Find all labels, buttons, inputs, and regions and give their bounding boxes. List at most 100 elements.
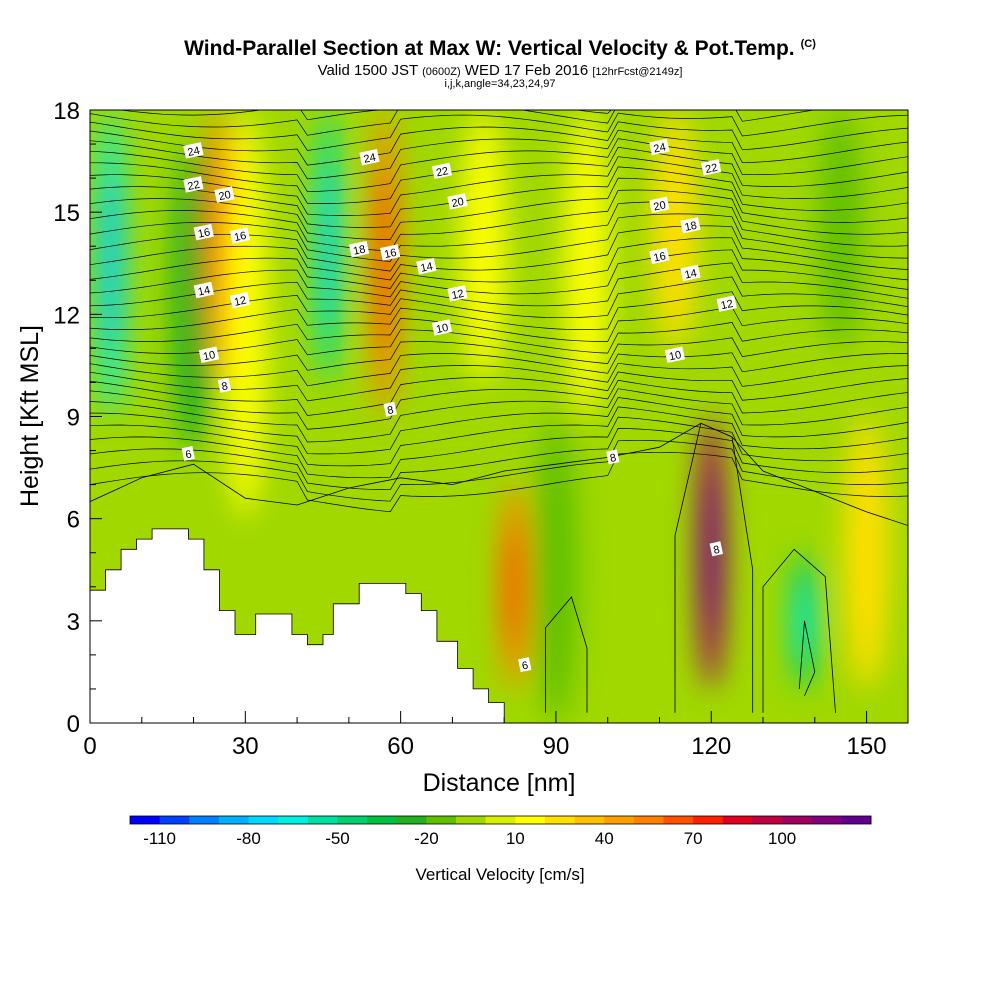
colorbar-swatch — [515, 816, 546, 824]
velocity-core — [213, 164, 226, 328]
contour-label: 8 — [709, 541, 724, 557]
contour-label: 8 — [383, 401, 397, 417]
contour-label: 22 — [701, 159, 722, 176]
velocity-core — [508, 525, 521, 649]
contour-label: 16 — [193, 223, 214, 241]
contour-label-text: 22 — [435, 165, 449, 179]
contour-label-text: 12 — [451, 288, 465, 302]
theta-contour — [90, 177, 908, 240]
contour-label-text: 16 — [652, 250, 666, 264]
theta-contour — [90, 352, 908, 387]
x-axis-label: Distance [nm] — [423, 769, 576, 797]
theta-contour — [90, 225, 908, 281]
velocity-cell — [223, 110, 268, 519]
valid-time: Valid 1500 JST — [317, 62, 418, 79]
theta-contour — [90, 103, 908, 104]
theta-contour — [90, 416, 908, 479]
theta-contour — [798, 620, 816, 696]
contour-label-text: 8 — [712, 544, 720, 557]
chart-subtitle: Valid 1500 JST (0600Z) WED 17 Feb 2016 [… — [0, 62, 1000, 79]
contour-label-text: 14 — [684, 267, 698, 281]
velocity-cell — [461, 110, 506, 383]
contour-label-text: 20 — [451, 196, 465, 210]
contour-label-text: 6 — [184, 448, 192, 461]
contour-label: 12 — [229, 291, 251, 309]
contour-label-bg — [701, 159, 722, 176]
contour-label-bg — [181, 446, 196, 462]
potential-temperature-contours — [90, 103, 908, 713]
contour-label: 18 — [680, 217, 701, 234]
contour-label: 12 — [716, 295, 737, 312]
contour-label-bg — [198, 346, 220, 363]
contour-label-text: 16 — [197, 226, 211, 240]
colorbar-swatch — [130, 816, 161, 824]
velocity-core — [104, 171, 118, 356]
colorbar-swatch — [278, 816, 309, 824]
colorbar-swatch — [574, 816, 605, 824]
theta-contour — [90, 371, 908, 416]
colorbar-swatch — [752, 816, 783, 824]
contour-label: 10 — [198, 346, 220, 363]
x-tick-label: 150 — [847, 733, 887, 760]
theta-contour — [90, 322, 908, 356]
contour-label-text: 20 — [218, 189, 232, 203]
x-axis: 0 30 60 90 120 150 — [83, 711, 887, 760]
x-tick-label: 90 — [543, 733, 570, 760]
contour-label-bg — [183, 142, 204, 159]
theta-contour — [90, 262, 908, 307]
contour-label-text: 22 — [704, 162, 718, 176]
contour-label-bg — [447, 193, 468, 210]
colorbar-swatch — [218, 816, 250, 824]
theta-contour — [90, 397, 908, 455]
contour-label-text: 20 — [652, 199, 666, 213]
theta-contour — [90, 428, 908, 491]
contour-label-text: 10 — [202, 349, 216, 363]
theta-contour — [90, 237, 908, 289]
contour-label: 16 — [380, 244, 401, 261]
contour-label-text: 10 — [435, 322, 449, 336]
contour-label-text: 10 — [668, 349, 682, 363]
theta-contour — [90, 379, 908, 430]
contour-label-bg — [431, 162, 453, 180]
contour-label: 10 — [664, 346, 686, 363]
contour-label-bg — [680, 264, 701, 282]
contour-label-text: 14 — [197, 284, 211, 298]
chart-title-text: Wind-Parallel Section at Max W: Vertical… — [184, 37, 795, 60]
theta-contour — [90, 138, 908, 193]
colorbar-swatch — [426, 816, 457, 824]
colorbar-swatch — [722, 816, 753, 824]
colorbar-frame — [129, 815, 872, 825]
plot-area: 24 22 20 16 16 14 12 10 8 6 24 22 20 18 16 14 12 10 8 24 22 2… — [89, 103, 909, 724]
contour-label-text: 24 — [186, 145, 200, 159]
contour-labels: 24 22 20 16 16 14 12 10 8 6 24 22 20 18 16 14 12 10 8 24 22 2… — [181, 138, 737, 673]
forecast-info: [12hrFcst@2149z] — [592, 66, 683, 78]
contour-label-bg — [716, 295, 737, 312]
colorbar-label: Vertical Velocity [cm/s] — [415, 865, 584, 884]
theta-contour — [90, 112, 908, 151]
colorbar-tick-label: -20 — [414, 829, 439, 848]
theta-contour — [90, 388, 908, 443]
y-axis-label: Height [Kft MSL] — [16, 325, 44, 507]
colorbar-swatch — [367, 816, 398, 824]
theta-contour — [118, 110, 612, 121]
theta-contour — [90, 276, 908, 319]
colorbar-tick-label: -80 — [236, 829, 261, 848]
y-tick-label: 3 — [67, 609, 80, 636]
contour-label-bg — [383, 401, 397, 417]
colorbar-swatch — [337, 816, 368, 824]
contour-label: 24 — [183, 142, 204, 159]
velocity-core — [704, 470, 718, 635]
contour-label-bg — [518, 657, 532, 673]
colorbar-swatch — [604, 816, 635, 824]
y-axis: 0 3 6 9 12 15 18 — [53, 98, 102, 738]
velocity-cell — [818, 110, 863, 349]
contour-label: 22 — [183, 176, 204, 193]
chart-title: Wind-Parallel Section at Max W: Vertical… — [0, 37, 1000, 61]
contour-label-text: 12 — [233, 295, 247, 309]
colorbar-swatch — [811, 816, 842, 824]
colorbar-swatch — [633, 816, 665, 824]
theta-contour — [90, 451, 908, 513]
contour-label: 24 — [649, 138, 670, 156]
contour-label: 14 — [680, 264, 701, 282]
